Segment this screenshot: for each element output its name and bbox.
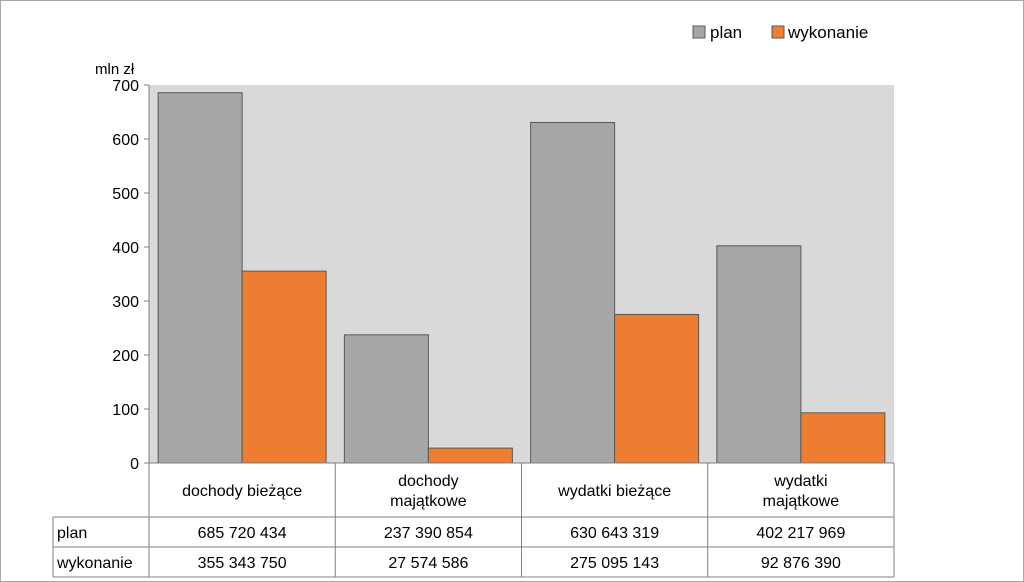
y-axis-unit: mln zł [95, 61, 135, 78]
table-cell-value: 355 343 750 [198, 555, 287, 572]
table-cell-value: 92 876 390 [761, 555, 841, 572]
bar-wykonanie [800, 412, 886, 464]
category-label: wydatki bieżące [557, 483, 671, 500]
y-tick-label: 600 [112, 132, 139, 149]
legend-swatch-plan [692, 25, 706, 39]
table-cell-value: 685 720 434 [198, 525, 287, 542]
y-tick-label: 400 [112, 240, 139, 257]
category-label: wydatki [773, 473, 827, 490]
bar-wykonanie [241, 270, 327, 464]
y-tick-label: 700 [112, 78, 139, 95]
y-tick-label: 0 [130, 456, 139, 473]
legend-label-plan: plan [710, 23, 742, 42]
table-cell-value: 402 217 969 [756, 525, 845, 542]
legend-label-wykonanie: wykonanie [787, 23, 868, 42]
table-cell-value: 275 095 143 [570, 555, 659, 572]
table-cell-value: 27 574 586 [388, 555, 468, 572]
bar-plan [157, 92, 243, 464]
bar-wykonanie [614, 313, 700, 464]
table-row-label-wykonanie: wykonanie [56, 555, 133, 572]
category-label: dochody [398, 473, 459, 490]
table-cell-value: 630 643 319 [570, 525, 659, 542]
bar-plan [716, 245, 802, 464]
category-label: majątkowe [390, 493, 467, 510]
bar-wykonanie [427, 447, 513, 464]
y-tick-label: 100 [112, 402, 139, 419]
y-tick-label: 300 [112, 294, 139, 311]
bar-plan [343, 334, 429, 464]
category-label: dochody bieżące [182, 483, 302, 500]
category-label: majątkowe [763, 493, 840, 510]
legend-swatch-wykonanie [771, 25, 785, 39]
bar-plan [530, 121, 616, 464]
table-row-label-plan: plan [57, 525, 87, 542]
y-tick-label: 500 [112, 186, 139, 203]
y-tick-label: 200 [112, 348, 139, 365]
table-cell-value: 237 390 854 [384, 525, 473, 542]
